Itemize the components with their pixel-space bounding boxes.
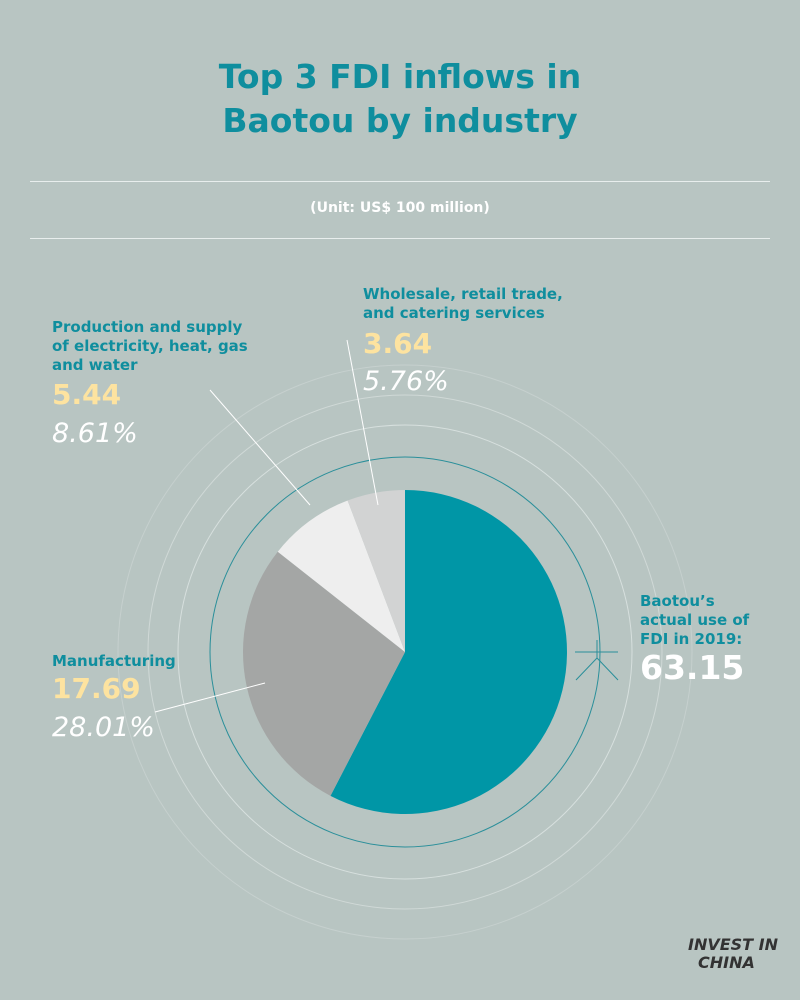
percent-manufacturing: 28.01%: [52, 712, 155, 743]
percent-electricity: 8.61%: [52, 418, 138, 449]
ring: [177, 424, 633, 880]
ring: [147, 394, 663, 910]
divider: [30, 181, 770, 182]
unit-label: (Unit: US$ 100 million): [310, 200, 490, 216]
label-line: FDI in 2019:: [640, 630, 743, 648]
logo-line: CHINA: [698, 953, 755, 972]
label-line: actual use of: [640, 611, 750, 629]
total-value: 63.15: [640, 648, 745, 687]
title-line: Baotou by industry: [222, 101, 578, 140]
logo-line: INVEST IN: [688, 935, 779, 954]
value-manufacturing: 17.69: [52, 672, 141, 705]
chart-title: Top 3 FDI inflows in Baotou by industry: [0, 55, 800, 143]
label-wholesale: Wholesale, retail trade, and catering se…: [363, 285, 563, 323]
label-manufacturing: Manufacturing: [52, 652, 176, 670]
label-line: and catering services: [363, 304, 545, 322]
label-line: of electricity, heat, gas: [52, 337, 248, 355]
label-line: and water: [52, 356, 138, 374]
label-total: Baotou’s actual use of FDI in 2019:: [640, 592, 749, 649]
value-wholesale: 3.64: [363, 327, 433, 360]
value-electricity: 5.44: [52, 378, 122, 411]
pie-slice-0: [330, 490, 567, 814]
label-line: Baotou’s: [640, 592, 715, 610]
pie-slice-3: [347, 490, 405, 652]
label-electricity: Production and supply of electricity, he…: [52, 318, 248, 375]
invest-in-china-logo: INVEST IN CHINA: [688, 936, 778, 972]
percent-wholesale: 5.76%: [363, 366, 449, 397]
pie-slice-2: [277, 500, 405, 652]
bracket-arrow: [575, 657, 619, 681]
title-line: Top 3 FDI inflows in: [218, 57, 582, 96]
label-line: Wholesale, retail trade,: [363, 285, 563, 303]
ring: [117, 364, 693, 940]
leader-line: [346, 339, 379, 506]
leader-line: [209, 389, 311, 506]
divider: [30, 238, 770, 239]
leader-line: [154, 682, 266, 713]
pie-slice-1: [242, 551, 405, 796]
label-line: Production and supply: [52, 318, 243, 336]
